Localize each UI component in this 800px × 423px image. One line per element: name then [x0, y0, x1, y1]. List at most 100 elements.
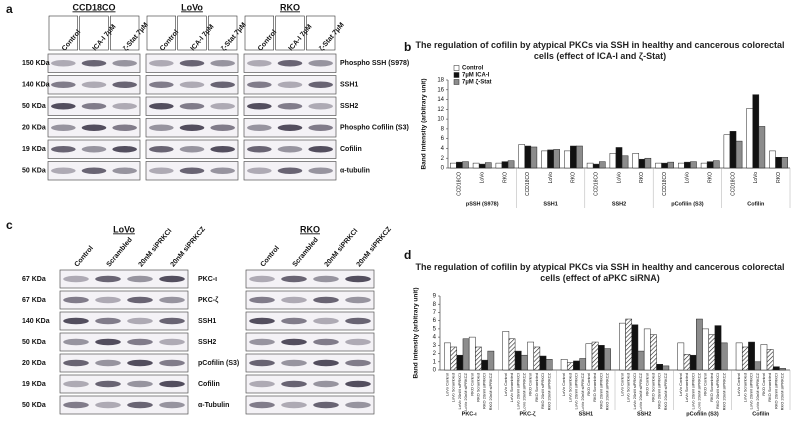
blot-strip [245, 269, 375, 289]
blot-band [159, 401, 185, 409]
blot-band [249, 359, 275, 367]
blot-strip [245, 353, 375, 373]
bar-label: RKO 20nM siPRKCZ [546, 372, 551, 410]
blot-band [277, 167, 303, 174]
lane-label: ICA-I 7µM [190, 23, 216, 52]
blot-band [112, 81, 137, 88]
bar [586, 162, 594, 169]
group-label: pSSH (S978) [466, 201, 499, 207]
blot-band [149, 81, 174, 88]
x-tick-label: RKO [502, 172, 508, 183]
bar [678, 162, 685, 169]
group-label: SSH1 [579, 411, 593, 417]
bar [621, 155, 629, 169]
lane-label: 20nM siPRKCI [324, 228, 360, 269]
x-tick-label: CCD18CO [730, 172, 736, 196]
bar [530, 146, 538, 169]
lane-label: ζ-Stat 7µM [122, 21, 150, 52]
bar [667, 161, 674, 169]
molecular-weight: 50 KDa [22, 402, 46, 409]
panel-label: c [6, 218, 13, 232]
bar [450, 162, 457, 169]
bar [604, 348, 611, 371]
x-tick-label: LoVo [548, 172, 554, 184]
blot-band [277, 103, 303, 110]
blot-band [51, 60, 76, 67]
bar-label: LoVo Scrambled [684, 373, 689, 402]
lane-box [177, 15, 207, 51]
protein-label: Cofilin [198, 381, 220, 388]
bar-label: RKO Control [469, 373, 474, 396]
bar [481, 359, 489, 371]
blot-band [63, 401, 89, 409]
bar-label: RKO Scrambled [767, 373, 772, 402]
bar [637, 350, 645, 371]
bar [729, 131, 737, 169]
x-tick-label: LoVo [685, 172, 691, 184]
blot-band [81, 146, 107, 153]
legend-swatch [453, 72, 460, 78]
bar-label: LoVo 20nM siPRKCI [515, 373, 520, 409]
bar-label: LoVo 20nM siPRKCZ [638, 372, 643, 410]
blot-band [277, 146, 303, 153]
blot-band [281, 359, 307, 367]
bar [643, 328, 651, 371]
bar-label: LoVo 20nM siPRKCI [457, 373, 462, 409]
bar [553, 149, 560, 169]
bar [478, 163, 486, 169]
bar [450, 346, 458, 371]
bar [661, 162, 668, 169]
blot-band [51, 167, 76, 174]
blot-band [159, 359, 185, 367]
blot-band [149, 60, 174, 67]
blot-band [81, 81, 107, 88]
blot-band [63, 338, 89, 346]
bar [760, 344, 768, 371]
blot-band [249, 275, 275, 283]
bar [456, 161, 463, 169]
y-tick-label: 9 [433, 294, 437, 300]
blot-band [308, 60, 333, 67]
bar [514, 350, 522, 371]
blot-band [210, 124, 235, 131]
blot-band [63, 380, 89, 388]
bar [655, 162, 662, 169]
bar-label: LoVo Scrambled [567, 373, 572, 402]
bar-label: RKO Control [528, 373, 533, 396]
legend-label: 7µM ICA-I [462, 73, 490, 79]
lane-label: Control [74, 245, 95, 269]
blot-band [95, 296, 121, 304]
blot-band [345, 317, 371, 325]
blot-band [51, 103, 76, 110]
y-tick-label: 2 [433, 351, 437, 357]
blot-band [95, 401, 121, 409]
blot-strip [47, 75, 141, 95]
blot-band [249, 317, 275, 325]
lane-box [146, 15, 176, 51]
bar [585, 343, 593, 371]
bar [472, 162, 480, 169]
blot-band [281, 275, 307, 283]
y-axis-label: Band intensity (arbitrary unit) [413, 287, 420, 378]
bar [631, 324, 639, 371]
molecular-weight: 19 KDa [22, 381, 46, 388]
bar-label: RKO Scrambled [476, 373, 481, 402]
panel-label: d [404, 248, 411, 262]
blot-strip [47, 139, 141, 159]
blot-band [149, 167, 174, 174]
blot-band [247, 167, 272, 174]
lane-box [48, 15, 78, 51]
blot-strip [59, 395, 189, 415]
blot-band [127, 359, 153, 367]
bar [708, 334, 716, 371]
bar-label: RKO Control [703, 373, 708, 396]
bar [632, 153, 640, 169]
bar [779, 368, 786, 371]
blot-band [313, 338, 339, 346]
bar [547, 149, 554, 169]
bar [714, 325, 722, 371]
blot-band [81, 167, 107, 174]
bar [487, 350, 495, 371]
legend-swatch [453, 79, 460, 85]
